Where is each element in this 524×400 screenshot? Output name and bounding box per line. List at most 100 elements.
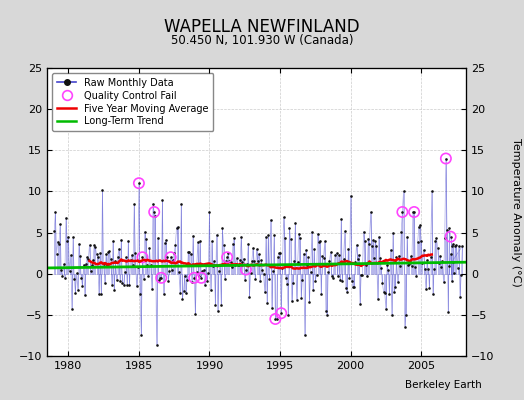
- Point: [160, 240, 169, 246]
- Point: [78, 283, 86, 289]
- Point: [241, 276, 249, 283]
- Point: [184, 249, 192, 255]
- Point: [373, 243, 381, 250]
- Point: [75, 241, 83, 247]
- Point: [332, 250, 341, 256]
- Point: [177, 200, 185, 207]
- Point: [437, 264, 445, 270]
- Point: [143, 262, 151, 269]
- Point: [289, 280, 297, 287]
- Point: [119, 282, 128, 288]
- Point: [182, 290, 190, 296]
- Point: [417, 238, 425, 244]
- Point: [352, 242, 361, 248]
- Point: [57, 267, 66, 274]
- Point: [90, 242, 99, 248]
- Point: [204, 270, 213, 276]
- Point: [138, 254, 147, 260]
- Point: [149, 200, 157, 207]
- Point: [253, 246, 261, 252]
- Point: [385, 291, 394, 298]
- Point: [380, 290, 389, 296]
- Point: [138, 254, 147, 260]
- Point: [67, 252, 75, 258]
- Point: [316, 237, 324, 244]
- Point: [97, 291, 105, 297]
- Point: [319, 255, 328, 261]
- Point: [137, 332, 146, 339]
- Point: [188, 278, 196, 285]
- Point: [196, 238, 204, 244]
- Point: [364, 236, 373, 242]
- Point: [343, 289, 351, 295]
- Point: [443, 227, 451, 233]
- Point: [168, 267, 176, 273]
- Point: [292, 296, 301, 303]
- Point: [51, 209, 60, 215]
- Point: [215, 268, 223, 274]
- Point: [117, 236, 125, 243]
- Point: [458, 243, 466, 249]
- Point: [192, 269, 201, 275]
- Point: [183, 277, 191, 284]
- Point: [144, 273, 152, 280]
- Point: [291, 219, 300, 226]
- Point: [379, 288, 388, 295]
- Point: [397, 228, 406, 235]
- Point: [223, 254, 231, 260]
- Point: [206, 287, 215, 293]
- Point: [307, 269, 315, 275]
- Point: [416, 222, 424, 228]
- Point: [155, 277, 163, 283]
- Point: [191, 311, 200, 318]
- Point: [76, 253, 84, 260]
- Point: [323, 312, 331, 318]
- Point: [411, 264, 420, 270]
- Point: [361, 238, 369, 244]
- Point: [429, 291, 437, 298]
- Point: [413, 239, 422, 245]
- Point: [250, 258, 258, 264]
- Point: [187, 251, 195, 258]
- Point: [368, 243, 376, 249]
- Point: [399, 188, 408, 195]
- Point: [210, 258, 219, 264]
- Point: [309, 287, 317, 294]
- Point: [98, 187, 106, 193]
- Point: [61, 275, 69, 281]
- Point: [164, 277, 172, 284]
- Point: [115, 246, 123, 252]
- Point: [195, 273, 203, 279]
- Point: [421, 266, 429, 272]
- Point: [304, 254, 312, 260]
- Point: [123, 282, 132, 288]
- Point: [402, 312, 410, 318]
- Point: [266, 217, 275, 223]
- Point: [227, 264, 236, 271]
- Point: [441, 235, 449, 241]
- Point: [68, 306, 76, 312]
- Point: [363, 273, 372, 279]
- Point: [169, 256, 177, 263]
- Point: [251, 276, 259, 282]
- Point: [453, 264, 462, 271]
- Point: [59, 261, 68, 268]
- Point: [432, 235, 441, 241]
- Point: [302, 247, 310, 253]
- Point: [293, 259, 302, 266]
- Point: [270, 232, 278, 238]
- Point: [62, 214, 70, 221]
- Point: [331, 252, 340, 258]
- Point: [235, 262, 243, 269]
- Point: [165, 268, 173, 275]
- Point: [131, 250, 139, 256]
- Point: [350, 284, 358, 290]
- Point: [274, 254, 282, 260]
- Point: [111, 258, 119, 265]
- Point: [150, 209, 158, 215]
- Point: [263, 300, 271, 306]
- Point: [224, 250, 233, 256]
- Point: [365, 241, 374, 248]
- Point: [396, 262, 404, 269]
- Point: [239, 255, 248, 262]
